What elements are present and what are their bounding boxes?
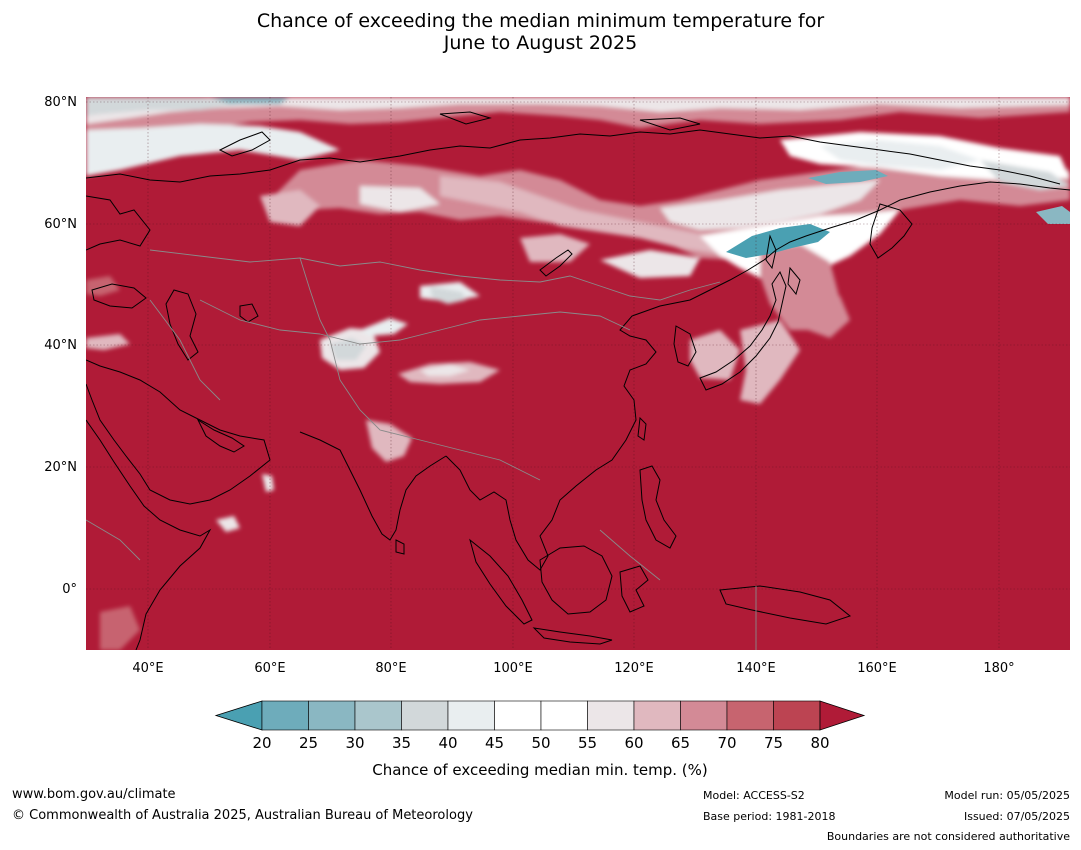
colorbar-swatch bbox=[540, 700, 588, 731]
colorbar-tick-label: 75 bbox=[764, 734, 783, 752]
footer-issued: Issued: 07/05/2025 bbox=[963, 810, 1070, 823]
colorbar-tick-label: 40 bbox=[438, 734, 457, 752]
colorbar-swatch bbox=[726, 700, 774, 731]
colorbar-extend-low bbox=[214, 700, 263, 731]
colorbar-tick-label: 35 bbox=[392, 734, 411, 752]
colorbar: 20 25 30 35 40 45 50 55 60 65 70 75 80 bbox=[214, 700, 866, 752]
colorbar-tick-label: 50 bbox=[531, 734, 550, 752]
colorbar-tick-label: 65 bbox=[671, 734, 690, 752]
probability-field bbox=[86, 97, 1070, 650]
colorbar-tick-label: 25 bbox=[299, 734, 318, 752]
colorbar-swatch bbox=[494, 700, 542, 731]
map-title: Chance of exceeding the median minimum t… bbox=[0, 10, 1081, 54]
footer-copyright: © Commonwealth of Australia 2025, Austra… bbox=[12, 808, 473, 823]
lat-label: 20°N bbox=[44, 460, 77, 475]
colorbar-label: Chance of exceeding median min. temp. (%… bbox=[372, 761, 707, 779]
colorbar-swatch bbox=[633, 700, 681, 731]
lon-label: 40°E bbox=[132, 661, 163, 676]
lon-label: 140°E bbox=[736, 661, 776, 676]
footer-model-run: Model run: 05/05/2025 bbox=[944, 789, 1070, 802]
colorbar-tick-label: 70 bbox=[717, 734, 736, 752]
country-borders bbox=[86, 249, 757, 650]
colorbar-extend-high bbox=[819, 700, 866, 731]
footer-base-period: Base period: 1981-2018 bbox=[703, 810, 836, 823]
colorbar-swatch bbox=[308, 700, 356, 731]
coastlines bbox=[86, 111, 1070, 650]
colorbar-swatch bbox=[261, 700, 309, 731]
colorbar-tick-label: 60 bbox=[624, 734, 643, 752]
footer-boundaries: Boundaries are not considered authoritat… bbox=[826, 830, 1070, 843]
colorbar-tick-label: 45 bbox=[485, 734, 504, 752]
lon-label: 160°E bbox=[857, 661, 897, 676]
map-panel bbox=[86, 97, 1070, 650]
colorbar-swatch bbox=[680, 700, 728, 731]
lon-label: 180° bbox=[983, 661, 1014, 676]
longitude-labels: 40°E 60°E 80°E 100°E 120°E 140°E 160°E 1… bbox=[132, 661, 1014, 676]
lon-label: 100°E bbox=[493, 661, 533, 676]
graticule bbox=[86, 97, 1070, 650]
colorbar-swatch bbox=[447, 700, 495, 731]
title-line-1: Chance of exceeding the median minimum t… bbox=[256, 10, 825, 32]
lat-label: 40°N bbox=[44, 338, 77, 353]
colorbar-swatch bbox=[773, 700, 821, 731]
lon-label: 60°E bbox=[254, 661, 285, 676]
colorbar-tick-label: 80 bbox=[810, 734, 829, 752]
colorbar-swatch bbox=[401, 700, 449, 731]
cool-anomaly bbox=[726, 170, 1070, 258]
lat-label: 80°N bbox=[44, 95, 77, 110]
title-line-2: June to August 2025 bbox=[443, 32, 638, 54]
footer-model: Model: ACCESS-S2 bbox=[703, 789, 805, 802]
colorbar-tick-label: 55 bbox=[578, 734, 597, 752]
footer-website: www.bom.gov.au/climate bbox=[12, 787, 176, 802]
lat-label: 60°N bbox=[44, 217, 77, 232]
colorbar-swatch bbox=[354, 700, 402, 731]
latitude-labels: 80°N 60°N 40°N 20°N 0° bbox=[44, 95, 77, 597]
lon-label: 120°E bbox=[614, 661, 654, 676]
colorbar-swatch bbox=[587, 700, 635, 731]
colorbar-tick-label: 20 bbox=[252, 734, 271, 752]
lon-label: 80°E bbox=[375, 661, 406, 676]
colorbar-tick-label: 30 bbox=[345, 734, 364, 752]
lat-label: 0° bbox=[62, 582, 77, 597]
